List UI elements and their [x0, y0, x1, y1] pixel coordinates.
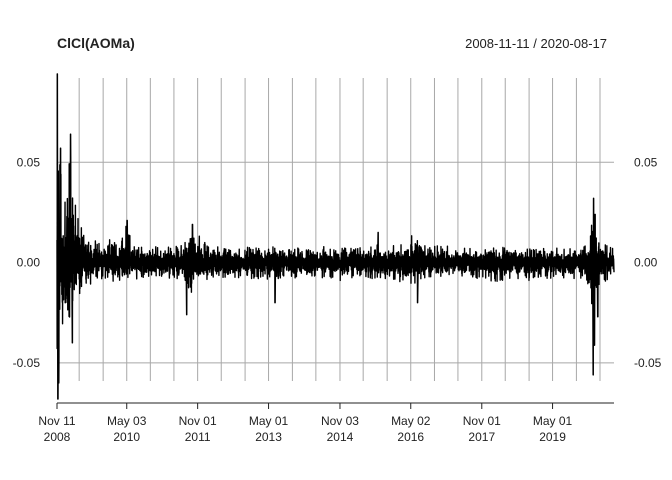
y-tick-label-left-0: 0.05 [17, 155, 41, 169]
y-tick-label-left-2: -0.05 [13, 356, 41, 370]
x-tick-year-2: 2011 [185, 430, 211, 444]
x-tick-year-0: 2008 [44, 430, 71, 444]
x-tick-year-3: 2013 [255, 430, 282, 444]
x-tick-label-1: May 03 [107, 414, 147, 428]
series-layer [56, 73, 615, 400]
y-tick-label-right-2: -0.05 [634, 356, 662, 370]
y-axis-right: 0.05 0.00 -0.05 [634, 155, 662, 370]
series-line [56, 73, 615, 400]
y-tick-label-right-1: 0.00 [634, 256, 658, 270]
x-tick-label-3: May 01 [249, 414, 289, 428]
x-tick-year-7: 2019 [539, 430, 566, 444]
date-range-label: 2008-11-11 / 2020-08-17 [465, 36, 607, 51]
x-tick-year-6: 2017 [468, 430, 495, 444]
y-tick-label-left-1: 0.00 [17, 256, 41, 270]
x-tick-label-4: Nov 03 [321, 414, 359, 428]
vertical-grid [78, 78, 601, 381]
x-tick-label-7: May 01 [533, 414, 573, 428]
x-tick-label-0: Nov 11 [38, 414, 75, 428]
y-tick-label-right-0: 0.05 [634, 155, 658, 169]
x-tick-year-5: 2016 [397, 430, 424, 444]
x-tick-year-1: 2010 [113, 430, 140, 444]
chart-title: ClCl(AOMa) [57, 35, 135, 51]
x-axis-ticks: Nov 11 2008 May 03 2010 Nov 01 2011 May 01 2013… [38, 403, 573, 444]
x-tick-year-4: 2014 [327, 430, 354, 444]
y-axis-left: 0.05 0.00 -0.05 [13, 155, 41, 370]
x-tick-label-5: May 02 [391, 414, 431, 428]
x-tick-label-6: Nov 01 [463, 414, 501, 428]
x-tick-label-2: Nov 01 [179, 414, 217, 428]
